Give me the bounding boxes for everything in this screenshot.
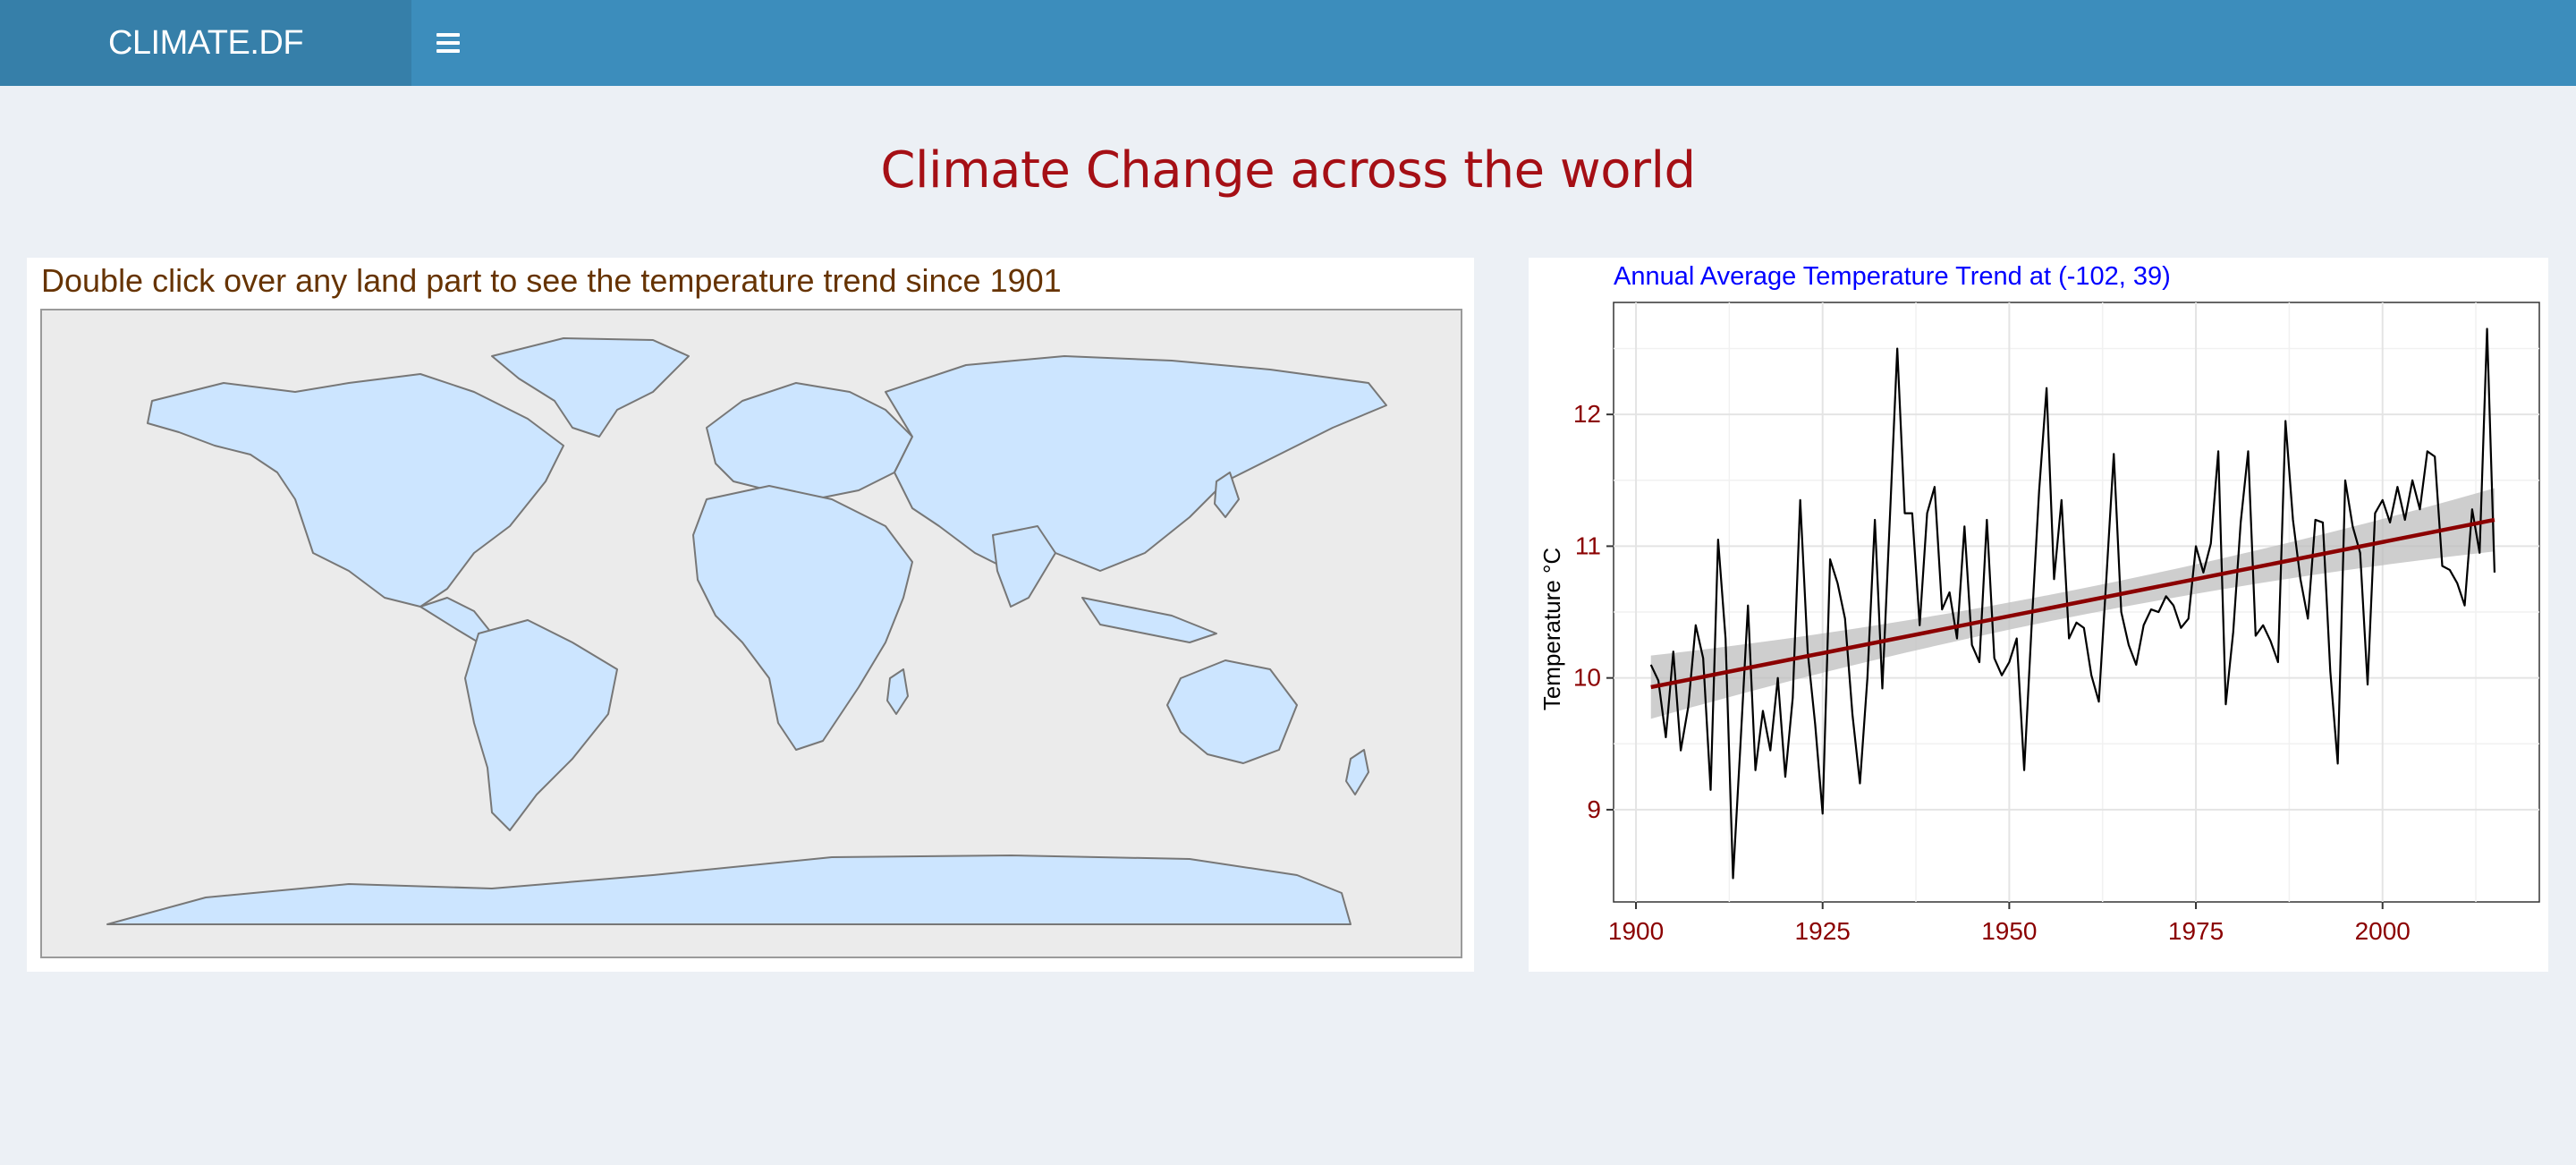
hamburger-icon bbox=[436, 33, 460, 53]
chart-title: Annual Average Temperature Trend at (-10… bbox=[1614, 262, 2171, 291]
y-tick-label: 12 bbox=[1573, 400, 1601, 428]
world-map[interactable] bbox=[27, 258, 1474, 972]
y-tick-label: 9 bbox=[1587, 795, 1601, 823]
x-tick-label: 2000 bbox=[2355, 917, 2411, 945]
land-australia bbox=[1166, 659, 1298, 764]
trend-line bbox=[1650, 517, 2496, 690]
land-antarctica bbox=[106, 855, 1352, 925]
x-tick-label: 1950 bbox=[1981, 917, 2037, 945]
brand-logo[interactable]: CLIMATE.DF bbox=[0, 0, 411, 86]
land-madagascar bbox=[886, 668, 909, 715]
land-india bbox=[992, 525, 1056, 608]
world-land-shapes bbox=[106, 337, 1387, 925]
chart-panel: Annual Average Temperature Trend at (-10… bbox=[1529, 258, 2548, 972]
map-panel: Double click over any land part to see t… bbox=[27, 258, 1474, 972]
land-japan bbox=[1214, 472, 1240, 518]
land-greenland bbox=[491, 337, 690, 438]
y-tick-label: 11 bbox=[1575, 531, 1601, 559]
top-navbar: CLIMATE.DF bbox=[0, 0, 2576, 86]
land-north-america bbox=[147, 373, 564, 608]
x-tick-label: 1925 bbox=[1795, 917, 1851, 945]
temperature-series-line bbox=[1649, 327, 2496, 880]
land-southeast-asia bbox=[1081, 597, 1217, 643]
x-tick-label: 1900 bbox=[1608, 917, 1664, 945]
land-south-america bbox=[464, 619, 618, 831]
sidebar-toggle-button[interactable] bbox=[411, 0, 485, 86]
x-tick-label: 1975 bbox=[2168, 917, 2224, 945]
temperature-trend-chart[interactable]: Annual Average Temperature Trend at (-10… bbox=[1529, 258, 2548, 972]
land-new-zealand bbox=[1345, 749, 1369, 795]
land-africa bbox=[692, 485, 913, 751]
y-tick-label: 10 bbox=[1573, 664, 1601, 692]
page-title: Climate Change across the world bbox=[880, 141, 1696, 200]
y-axis-label: Temperature °C bbox=[1538, 548, 1565, 710]
land-asia bbox=[885, 355, 1387, 572]
map-caption: Double click over any land part to see t… bbox=[41, 262, 1062, 299]
